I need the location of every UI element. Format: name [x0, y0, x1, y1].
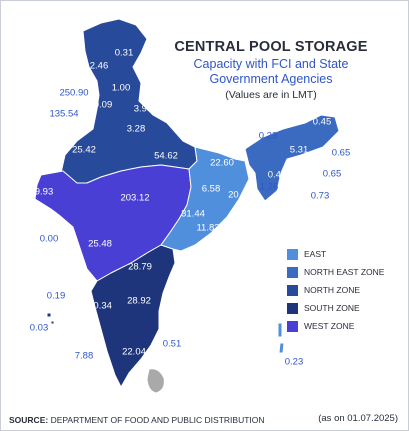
value-jammu-kashmir: 0.31	[114, 47, 134, 59]
zone-legend: EAST NORTH EAST ZONE NORTH ZONE SOUTH ZONE W…	[287, 245, 384, 335]
value-andaman-nicobar: 0.23	[284, 356, 304, 368]
value-daman-diu: 0.00	[39, 233, 59, 245]
legend-item-west: WEST ZONE	[287, 317, 384, 335]
legend-swatch	[287, 302, 298, 314]
legend-label: NORTH EAST ZONE	[304, 267, 385, 277]
north-east-zone-region	[244, 114, 340, 202]
south-zone-region	[90, 244, 176, 388]
value-sikkim: 0.23	[258, 130, 278, 142]
legend-swatch	[287, 248, 298, 260]
value-rajasthan: 25.42	[72, 144, 96, 156]
value-himachal-pradesh: 2.46	[89, 60, 109, 72]
east-zone-region	[160, 146, 250, 252]
value-chhattisgarh: 31.44	[181, 208, 205, 220]
infographic-title: CENTRAL POOL STORAGE	[174, 39, 368, 55]
value-andhra-pradesh: 28.92	[127, 295, 151, 307]
value-manipur: 0.65	[322, 168, 342, 180]
legend-swatch	[287, 320, 298, 332]
legend-label: NORTH ZONE	[304, 285, 361, 295]
value-uttar-pradesh: 54.62	[154, 150, 178, 162]
value-lakshadweep: 0.03	[29, 322, 49, 334]
value-punjab: 250.90	[59, 87, 89, 99]
value-ladakh-uk: 1.00	[111, 82, 131, 94]
value-tamil-nadu: 22.04	[122, 346, 146, 358]
value-goa: 0.19	[46, 290, 66, 302]
lakshadweep-islands-shape	[46, 312, 55, 325]
value-haryana: 135.54	[49, 108, 79, 120]
andaman-islands-shape	[277, 322, 285, 354]
value-kerala: 7.88	[74, 350, 94, 362]
value-mizoram: 0.73	[310, 190, 330, 202]
value-chandigarh: 0.09	[93, 99, 113, 111]
value-arunachal-pradesh: 0.45	[312, 116, 332, 128]
legend-label: SOUTH ZONE	[304, 303, 360, 313]
value-west-bengal: 20.61	[228, 189, 252, 201]
as-on-date: (as on 01.07.2025)	[318, 413, 398, 424]
value-karnataka: 10.34	[88, 300, 112, 312]
legend-label: WEST ZONE	[304, 321, 355, 331]
source-text: DEPARTMENT OF FOOD AND PUBLIC DISTRIBUTI…	[50, 415, 265, 425]
legend-item-north: NORTH ZONE	[287, 281, 384, 299]
legend-item-south: SOUTH ZONE	[287, 299, 384, 317]
legend-label: EAST	[304, 249, 327, 259]
source-note: SOURCE: DEPARTMENT OF FOOD AND PUBLIC DI…	[9, 415, 265, 425]
value-meghalaya: 0.44	[267, 169, 287, 181]
value-tripura: 1.26	[259, 181, 279, 193]
legend-swatch	[287, 284, 298, 296]
legend-item-north-east: NORTH EAST ZONE	[287, 263, 384, 281]
value-delhi: 3.28	[126, 123, 146, 135]
value-puducherry: 0.51	[162, 338, 182, 350]
infographic-subtitle: Capacity with FCI and State Government A…	[161, 57, 381, 87]
value-telangana: 28.79	[128, 261, 152, 273]
value-assam: 5.31	[289, 144, 309, 156]
value-odisha: 11.83	[196, 222, 220, 234]
value-uttarakhand: 3.98	[133, 103, 153, 115]
value-madhya-pradesh: 203.12	[120, 192, 150, 204]
subtitle-line-2: Government Agencies	[209, 72, 333, 86]
value-nagaland: 0.65	[331, 147, 351, 159]
value-maharashtra: 25.48	[88, 238, 112, 250]
source-label: SOURCE:	[9, 415, 49, 425]
value-gujarat: 9.93	[34, 186, 54, 198]
legend-item-east: EAST	[287, 245, 384, 263]
legend-swatch	[287, 266, 298, 278]
value-bihar: 22.60	[210, 157, 234, 169]
unit-note: (Values are in LMT)	[225, 89, 317, 101]
sri-lanka-shape	[146, 368, 165, 394]
subtitle-line-1: Capacity with FCI and State	[193, 57, 349, 71]
value-jharkhand: 6.58	[201, 183, 221, 195]
